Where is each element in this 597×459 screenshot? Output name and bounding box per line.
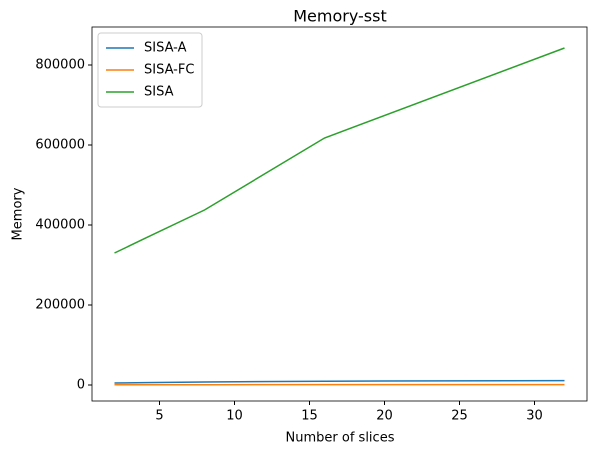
- y-tick-label: 800000: [35, 58, 85, 73]
- legend-label: SISA: [144, 85, 174, 100]
- y-tick-label: 0: [77, 378, 85, 393]
- y-tick-label: 400000: [35, 218, 85, 233]
- y-tick-label: 200000: [35, 298, 85, 313]
- x-tick-label: 10: [226, 409, 243, 424]
- legend-label: SISA-A: [144, 41, 187, 56]
- line-series: [115, 381, 565, 383]
- x-tick-label: 5: [155, 409, 163, 424]
- legend-label: SISA-FC: [144, 63, 194, 78]
- chart-title: Memory-sst: [293, 7, 387, 26]
- x-tick-label: 15: [301, 409, 318, 424]
- x-axis-label: Number of slices: [286, 431, 395, 446]
- y-axis-label: Memory: [11, 187, 26, 240]
- x-tick-label: 25: [451, 409, 468, 424]
- x-tick-label: 30: [526, 409, 543, 424]
- x-tick-label: 20: [376, 409, 393, 424]
- y-tick-label: 600000: [35, 138, 85, 153]
